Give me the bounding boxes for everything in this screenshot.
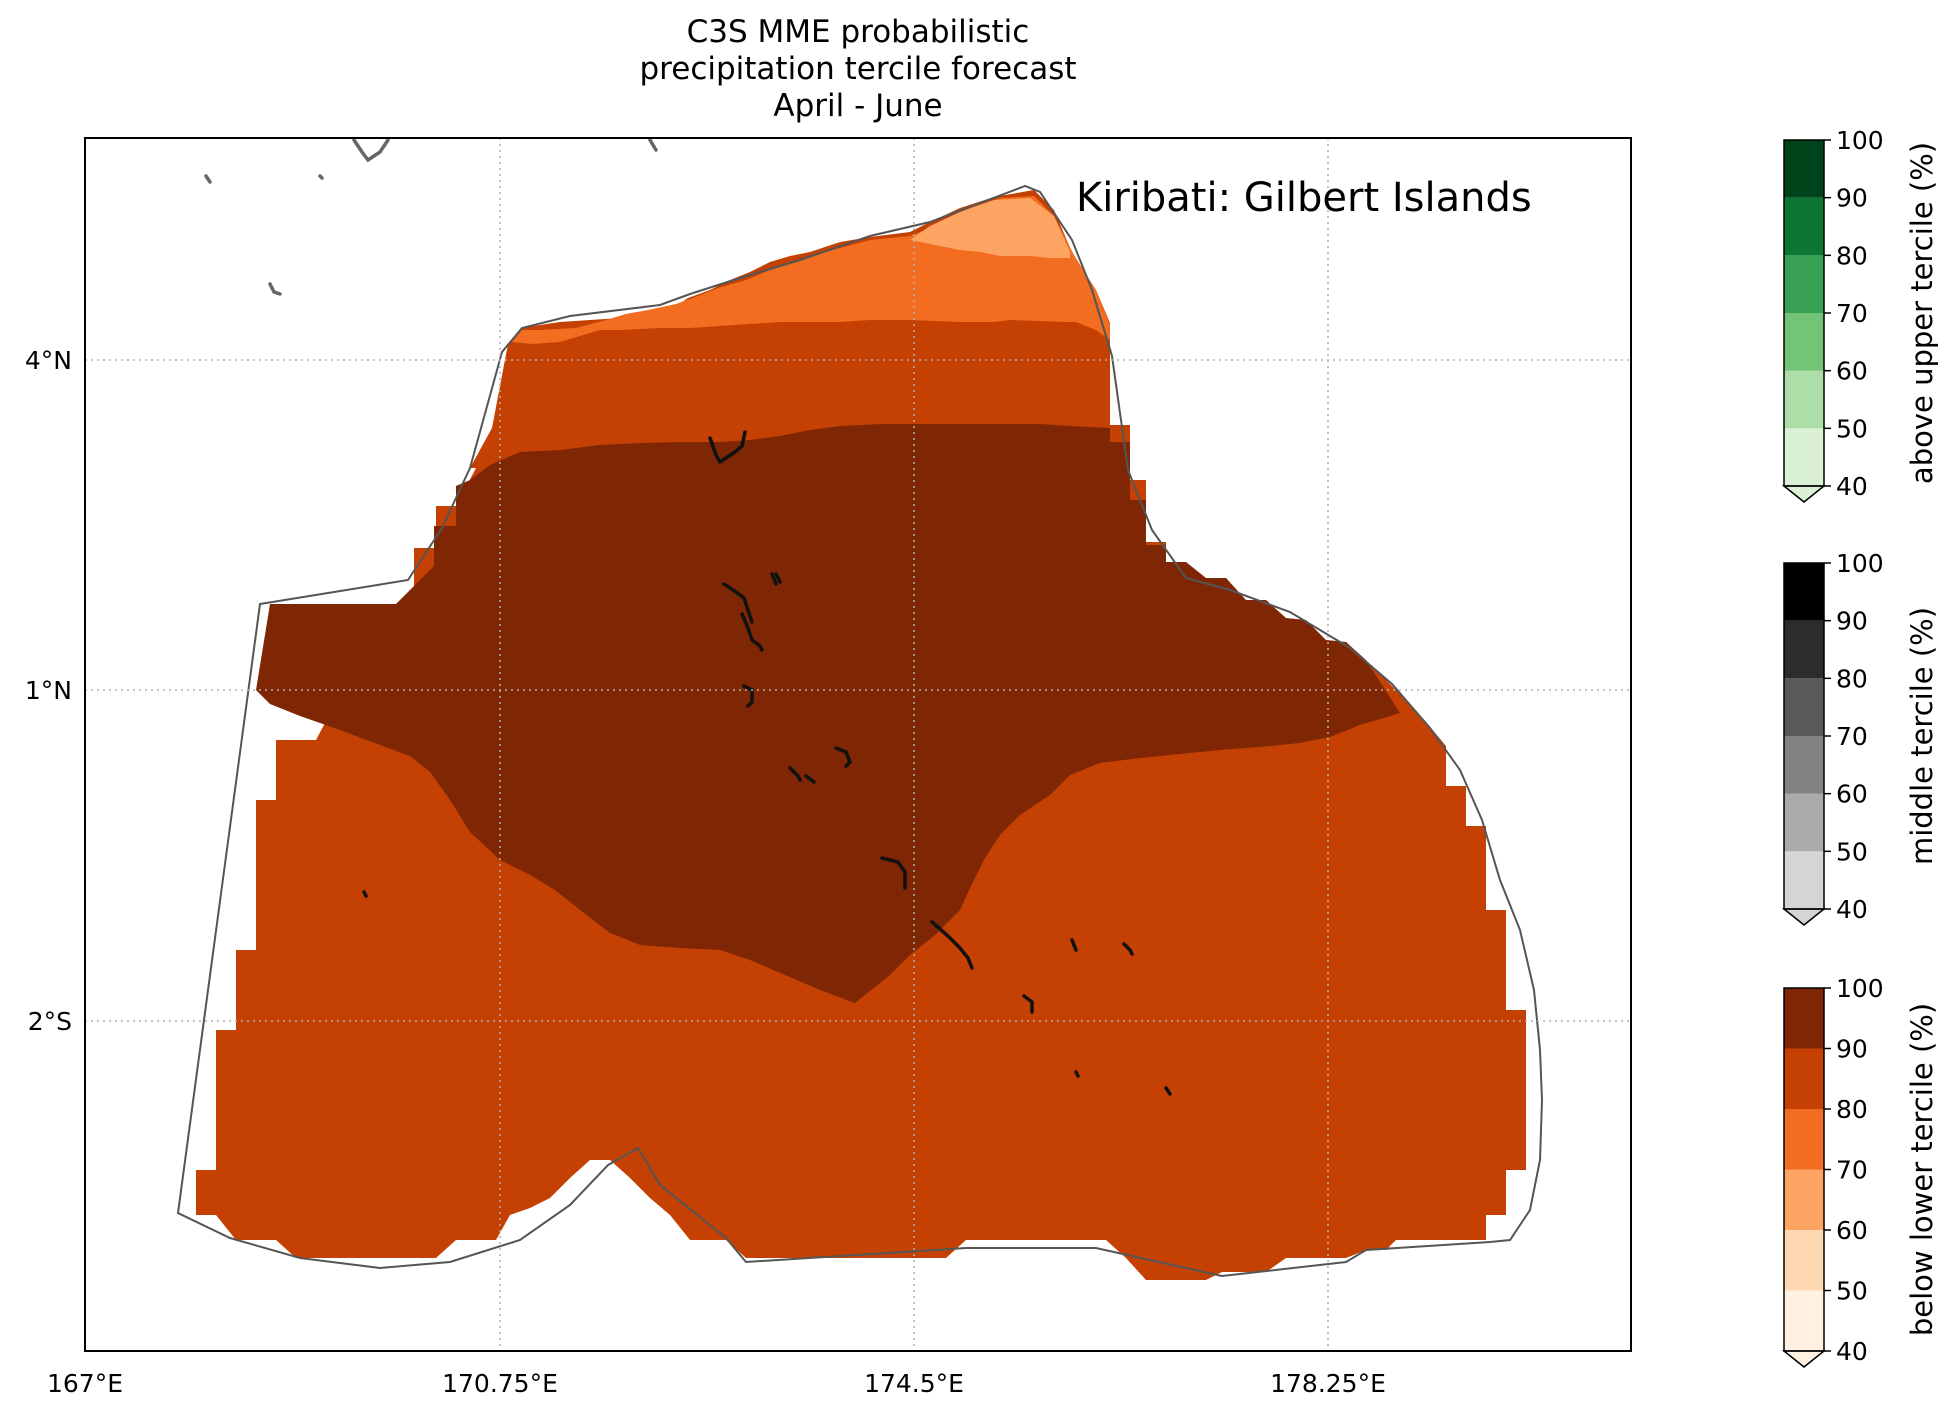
colorbar-tick-label: 60 — [1836, 780, 1868, 809]
colorbar-tick-label: 80 — [1836, 241, 1868, 270]
colorbar-segment — [1784, 678, 1824, 736]
colorbar-label: below lower tercile (%) — [1905, 1003, 1939, 1336]
y-tick-label: 4°N — [25, 346, 72, 375]
region-label: Kiribati: Gilbert Islands — [1076, 175, 1532, 221]
x-tick-label: 178.25°E — [1270, 1369, 1386, 1398]
y-tick-label: 2°S — [28, 1007, 72, 1036]
colorbar-segment — [1784, 370, 1824, 429]
colorbar-extend-arrow — [1781, 485, 1827, 503]
colorbar-tick-label: 80 — [1836, 664, 1868, 693]
colorbar-tick-label: 60 — [1836, 1216, 1868, 1245]
colorbar-tick-label: 40 — [1836, 895, 1868, 924]
colorbar-segment — [1784, 1169, 1824, 1230]
colorbar-segment — [1784, 1048, 1824, 1109]
colorbar-tick-label: 70 — [1836, 722, 1868, 751]
colorbar-tick-label: 100 — [1836, 549, 1884, 578]
title-line-1: C3S MME probabilistic — [686, 14, 1030, 50]
colorbar-tick-label: 100 — [1836, 974, 1884, 1003]
colorbar-segment — [1784, 793, 1824, 852]
colorbar-label: above upper tercile (%) — [1905, 142, 1939, 484]
colorbar-tick-label: 60 — [1836, 357, 1868, 386]
coastlines-outside — [204, 138, 658, 296]
colorbar-tick-label: 50 — [1836, 414, 1868, 443]
colorbar-tick-label: 40 — [1836, 472, 1868, 501]
colorbar-tick-label: 80 — [1836, 1095, 1868, 1124]
colorbar-tick-label: 40 — [1836, 1337, 1868, 1366]
map-title: C3S MME probabilistic precipitation terc… — [85, 14, 1631, 125]
colorbar-tick-label: 70 — [1836, 1156, 1868, 1185]
colorbar-tick-label: 50 — [1836, 1277, 1868, 1306]
colorbar-tick-label: 70 — [1836, 299, 1868, 328]
x-tick-label: 170.75°E — [442, 1369, 558, 1398]
colorbar-extend-arrow — [1781, 908, 1827, 926]
colorbar-segment — [1784, 197, 1824, 256]
x-tick-label: 174.5°E — [864, 1369, 964, 1398]
coastlines — [362, 430, 1172, 1096]
colorbar-label: middle tercile (%) — [1905, 607, 1939, 865]
colorbar-segment — [1784, 620, 1824, 679]
gridlines — [85, 138, 1631, 1351]
region-outline — [176, 184, 1544, 1278]
colorbar-segment — [1784, 988, 1824, 1049]
map-frame — [84, 137, 1632, 1352]
y-axis-ticks: 4°N 1°N 2°S — [25, 346, 72, 1036]
title-line-2: precipitation tercile forecast — [639, 51, 1077, 87]
colorbar-segment — [1784, 1109, 1824, 1170]
title-line-3: April - June — [773, 88, 943, 124]
colorbar-3: 40 50 60 70 80 90 100 below lower tercile (%) — [1781, 974, 1939, 1368]
colorbar-segment — [1784, 563, 1824, 621]
colorbar-segment — [1784, 851, 1824, 909]
forecast-region-90-100 — [256, 424, 1400, 1003]
colorbar-extend-arrow — [1781, 1350, 1827, 1368]
colorbar-tick-label: 100 — [1836, 126, 1884, 155]
colorbar-segment — [1784, 1230, 1824, 1291]
colorbar-2: 40 50 60 70 80 90 100 middle tercile (%) — [1781, 549, 1939, 926]
colorbar-segment — [1784, 1290, 1824, 1351]
colorbar-segment — [1784, 140, 1824, 198]
x-axis-ticks: 167°E 170.75°E 174.5°E 178.25°E — [47, 1369, 1386, 1398]
map-area — [85, 138, 1631, 1351]
colorbar-tick-label: 90 — [1836, 607, 1868, 636]
colorbar-tick-label: 90 — [1836, 184, 1868, 213]
x-tick-label: 167°E — [47, 1369, 123, 1398]
colorbar-tick-label: 90 — [1836, 1035, 1868, 1064]
y-tick-label: 1°N — [25, 676, 72, 705]
colorbar-segment — [1784, 736, 1824, 794]
colorbar-1: 40 50 60 70 80 90 100 above upper tercile (%) — [1781, 126, 1939, 503]
colorbar-segment — [1784, 428, 1824, 486]
colorbar-segment — [1784, 255, 1824, 313]
colorbar-segment — [1784, 313, 1824, 371]
colorbar-tick-label: 50 — [1836, 837, 1868, 866]
forecast-region-60-70 — [910, 198, 1070, 258]
